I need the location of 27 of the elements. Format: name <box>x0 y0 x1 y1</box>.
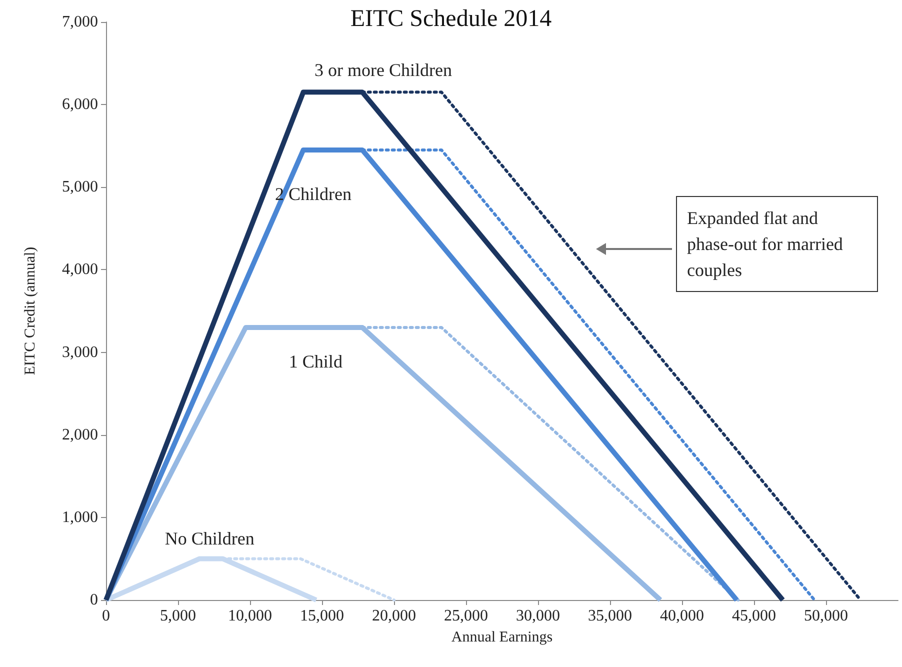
annotation: Expanded flat and phase-out for married couples <box>687 208 848 280</box>
series-label: 1 Child <box>288 352 342 372</box>
y-tick-label: 0 <box>90 592 98 608</box>
x-tick-label: 40,000 <box>660 608 704 624</box>
series-label: 3 or more Children <box>314 60 452 80</box>
x-tick-label: 50,000 <box>804 608 848 624</box>
y-tick-label: 5,000 <box>62 178 98 196</box>
series-label: 2 Children <box>275 184 352 204</box>
y-tick-label: 4,000 <box>62 261 98 278</box>
x-tick-label: 15,000 <box>300 608 344 624</box>
y-tick-label: 7,000 <box>62 14 98 30</box>
x-tick-label: 45,000 <box>732 608 776 624</box>
x-tick-label: 0 <box>102 608 110 624</box>
y-axis-title: EITC Credit (annual) <box>22 246 38 376</box>
series-label: No Children <box>164 528 254 549</box>
x-tick-label: 10,000 <box>228 608 272 624</box>
x-axis-title: Annual Earnings <box>451 630 553 646</box>
y-tick-label: 6,000 <box>62 96 98 114</box>
y-tick-label: 2,000 <box>62 426 98 444</box>
x-tick-label: 5,000 <box>160 608 196 624</box>
x-tick-label: 30,000 <box>516 608 560 624</box>
x-tick-label: 25,000 <box>444 608 488 624</box>
chart-title: EITC Schedule 2014 <box>350 6 552 32</box>
y-tick-label: 3,000 <box>62 344 98 361</box>
x-tick-label: 20,000 <box>372 608 416 624</box>
y-tick-label: 1,000 <box>62 508 98 526</box>
x-tick-label: 35,000 <box>588 608 632 624</box>
